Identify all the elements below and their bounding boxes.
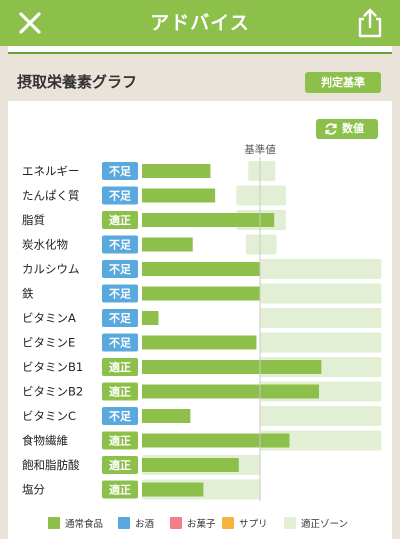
intake-bar (142, 164, 211, 178)
numeric-toggle-button[interactable]: 数値 (316, 119, 378, 139)
legend-swatch (48, 517, 60, 529)
status-badge-label: 不足 (109, 312, 132, 325)
intake-bar (142, 482, 204, 497)
status-badge-label: 適正 (109, 385, 131, 399)
card-header: 摂取栄養素グラフ 判定基準 (8, 63, 392, 101)
legend-label: サプリ (239, 519, 268, 530)
optimal-zone (260, 308, 382, 328)
intake-bar (142, 384, 319, 399)
status-badge-label: 適正 (109, 434, 131, 448)
status-badge (102, 431, 138, 450)
optimal-zone (236, 185, 286, 206)
nutrient-label: ビタミンE (22, 336, 75, 350)
previous-card-edge (8, 46, 392, 54)
intake-bar (142, 458, 239, 472)
close-icon[interactable] (16, 9, 44, 37)
status-badge-label: 適正 (109, 483, 131, 497)
page-title: アドバイス (150, 12, 250, 34)
status-badge (102, 480, 138, 499)
nutrient-label: エネルギー (22, 164, 80, 178)
status-badge-label: 不足 (109, 410, 132, 423)
status-badge-label: 不足 (109, 337, 132, 350)
intake-bar (142, 188, 216, 203)
intake-bar (142, 409, 191, 423)
intake-bar (142, 311, 159, 325)
legend-swatch (222, 517, 234, 529)
intake-bar (142, 286, 260, 301)
intake-bar (142, 433, 290, 448)
optimal-zone (260, 332, 382, 353)
nutrient-label: 塩分 (22, 483, 45, 497)
intake-bar (142, 237, 193, 252)
refresh-icon (325, 123, 337, 135)
status-badge (102, 162, 138, 180)
intake-bar (142, 262, 260, 276)
optimal-zone (245, 234, 277, 255)
nutrient-label: ビタミンC (22, 409, 76, 423)
optimal-zone (248, 161, 276, 181)
app-header: アドバイス (0, 0, 400, 46)
status-badge (102, 358, 138, 376)
share-icon[interactable] (355, 7, 385, 39)
status-badge (102, 211, 138, 229)
intake-bar (142, 335, 257, 350)
status-badge (102, 333, 138, 352)
nutrient-label: ビタミンB1 (22, 360, 83, 374)
intake-bar (142, 360, 322, 374)
status-badge-label: 不足 (109, 263, 132, 276)
status-badge-label: 不足 (109, 288, 132, 301)
section-title: 摂取栄養素グラフ (17, 73, 138, 91)
intake-bar (142, 213, 275, 227)
status-badge-label: 適正 (109, 458, 131, 472)
nutrient-label: ビタミンB2 (22, 385, 83, 399)
nutrient-label: 飽和脂肪酸 (22, 458, 80, 472)
status-badge (102, 186, 138, 205)
legend-swatch (284, 517, 296, 529)
nutrient-label: 食物繊維 (22, 434, 68, 448)
optimal-zone (260, 406, 382, 426)
nutrient-label: 炭水化物 (22, 238, 68, 252)
optimal-zone (260, 259, 382, 279)
status-badge (102, 309, 138, 327)
nutrient-label: 脂質 (22, 213, 45, 227)
optimal-zone (260, 283, 382, 304)
status-badge (102, 284, 138, 303)
legend-swatch (170, 517, 182, 529)
status-badge (102, 382, 138, 401)
status-badge (102, 407, 138, 425)
legend-swatch (118, 517, 130, 529)
legend-label: お酒 (135, 519, 155, 530)
status-badge-label: 不足 (109, 165, 132, 178)
reference-value-label: 基準値 (244, 143, 276, 156)
status-badge (102, 456, 138, 474)
status-badge (102, 260, 138, 278)
legend-label: お菓子 (187, 518, 216, 530)
numeric-button-label: 数値 (342, 122, 364, 135)
status-badge (102, 235, 138, 254)
legend-label: 適正ゾーン (301, 518, 348, 530)
nutrient-label: 鉄 (22, 287, 34, 301)
optimal-zone (260, 430, 382, 451)
status-badge-label: 不足 (109, 190, 132, 203)
nutrient-label: ビタミンA (22, 311, 76, 325)
status-badge-label: 不足 (109, 239, 132, 252)
status-badge-label: 適正 (109, 213, 131, 227)
nutrient-label: カルシウム (22, 262, 80, 276)
legend-label: 通常食品 (65, 518, 103, 530)
status-badge-label: 適正 (109, 360, 131, 374)
standard-criteria-button[interactable]: 判定基準 (305, 72, 381, 93)
nutrient-label: たんぱく質 (22, 189, 80, 203)
nutrient-graph-card: 摂取栄養素グラフ 判定基準 基準値 エネルギー 不足 たんぱく質 不足 脂質 適正 炭水化物不… (8, 63, 392, 539)
